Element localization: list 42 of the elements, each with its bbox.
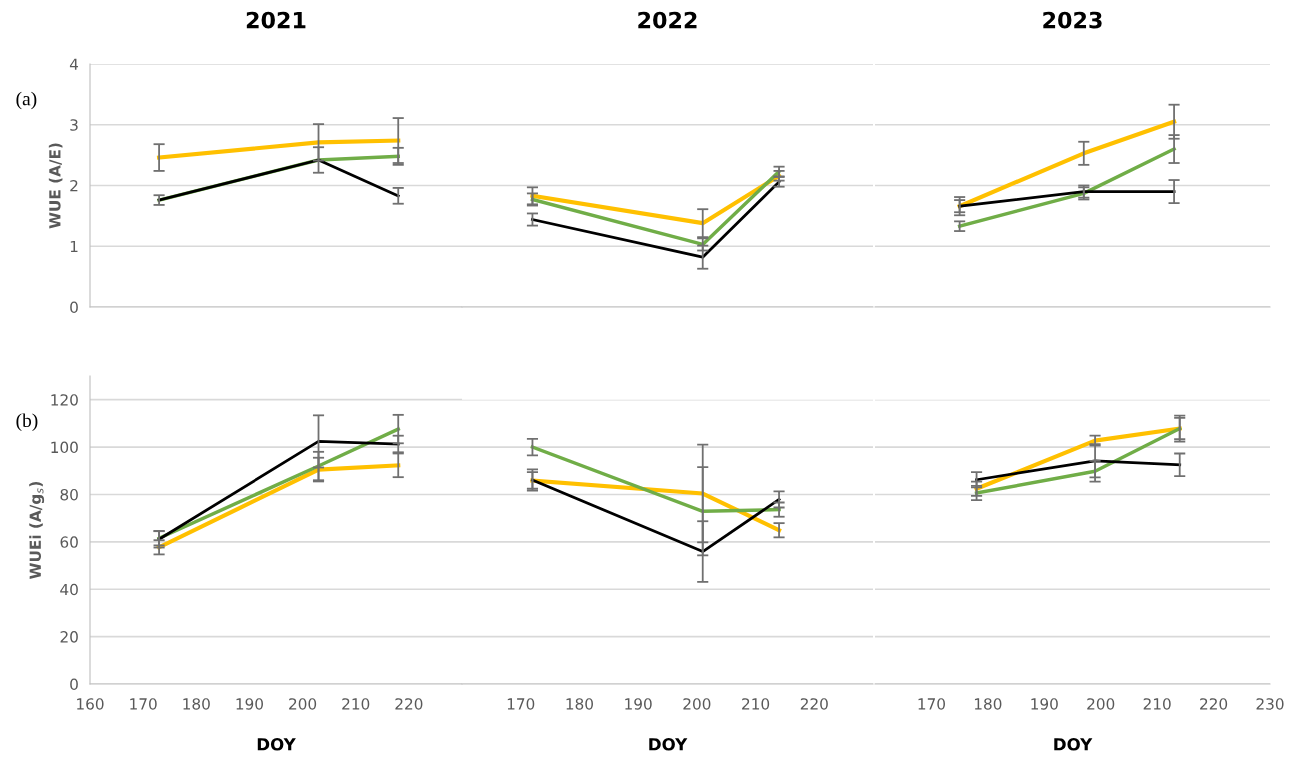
x-tick-label: 160 (77, 698, 104, 710)
y-tick-label: 60 (60, 536, 78, 548)
x-tick-label: 190 (625, 698, 652, 710)
x-tick-label: 230 (1256, 698, 1284, 710)
y-tick-label: 0 (70, 678, 78, 691)
text: (b) (16, 413, 38, 432)
chart-title: 2021 (246, 11, 306, 29)
y-tick-label: 80 (60, 488, 78, 501)
x-tick-label: 200 (1087, 698, 1115, 710)
y-tick-label: 100 (51, 441, 78, 454)
y-tick-label: 1 (70, 240, 78, 253)
y-tick-label: 4 (69, 58, 79, 70)
x-axis-title: DOY (649, 737, 688, 751)
x-tick-label: 180 (974, 698, 1002, 710)
chart-title: 2023 (1043, 11, 1102, 29)
y-tick-label: 3 (70, 119, 78, 131)
y-tick-label: 2 (70, 179, 78, 192)
x-tick-label: 200 (289, 698, 317, 710)
y-axis-title: WUEi (A/g$_{s}$) (29, 481, 45, 579)
chart-title: 2022 (638, 11, 697, 29)
x-tick-label: 220 (1200, 698, 1228, 710)
x-tick-label: 170 (507, 698, 535, 710)
x-tick-label: 180 (183, 698, 210, 710)
x-tick-label: 180 (566, 698, 593, 710)
x-axis-title: DOY (257, 737, 296, 751)
x-tick-label: 170 (918, 698, 945, 710)
x-tick-label: 210 (342, 698, 370, 710)
x-tick-label: 190 (236, 698, 263, 710)
y-axis-title: WUE (A/E) (48, 143, 63, 229)
x-axis-title: DOY (1054, 737, 1093, 751)
y-tick-label: 40 (60, 583, 78, 596)
x-tick-label: 210 (1143, 698, 1171, 710)
x-tick-label: 210 (742, 698, 770, 710)
x-tick-label: 220 (800, 698, 828, 710)
x-tick-label: 200 (683, 698, 711, 710)
x-tick-label: 190 (1031, 698, 1058, 710)
x-tick-label: 170 (130, 698, 157, 710)
y-tick-label: 20 (60, 631, 78, 643)
y-tick-label: 120 (51, 394, 78, 406)
y-tick-label: 0 (70, 301, 78, 314)
text: (a) (16, 91, 37, 110)
x-tick-label: 220 (395, 698, 423, 710)
